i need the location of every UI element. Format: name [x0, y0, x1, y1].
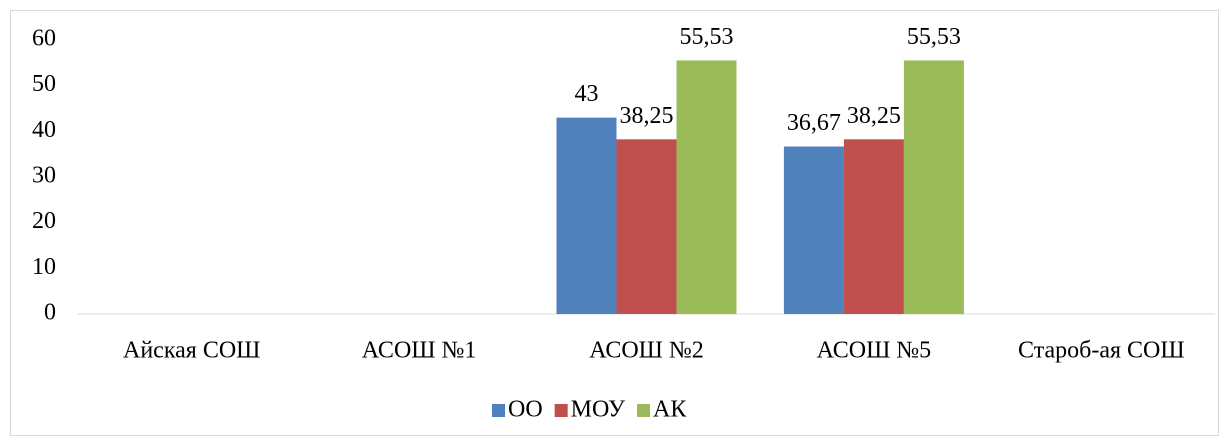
- bar: [616, 139, 677, 314]
- y-tick-label: 10: [32, 254, 56, 280]
- bar: [903, 60, 964, 315]
- legend-swatch: [492, 404, 505, 417]
- y-tick-label: 0: [44, 300, 56, 326]
- x-tick-label: АСОШ №5: [817, 338, 932, 364]
- y-tick-label: 60: [32, 26, 56, 52]
- data-label: 55,53: [907, 24, 961, 50]
- legend-label: МОУ: [571, 397, 625, 423]
- y-tick-label: 20: [32, 208, 56, 234]
- data-label: 38,25: [847, 103, 901, 129]
- data-label: 55,53: [680, 24, 734, 50]
- x-tick-label: АСОШ №2: [589, 338, 704, 364]
- data-label: 36,67: [787, 110, 841, 136]
- y-tick-label: 30: [32, 163, 56, 189]
- data-label: 43: [575, 81, 599, 107]
- bar: [843, 139, 904, 314]
- x-tick-label: Айская СОШ: [123, 338, 260, 364]
- x-tick-label: Староб-ая СОШ: [1018, 338, 1185, 364]
- bar: [783, 146, 844, 314]
- bar: [556, 117, 617, 314]
- legend-swatch: [637, 404, 650, 417]
- legend-label: ОО: [508, 397, 543, 423]
- y-tick-label: 40: [32, 117, 56, 143]
- y-tick-label: 50: [32, 71, 56, 97]
- x-tick-label: АСОШ №1: [362, 338, 477, 364]
- legend-label: АК: [653, 397, 687, 423]
- legend-swatch: [554, 404, 568, 417]
- bar: [676, 60, 737, 315]
- data-label: 38,25: [620, 103, 674, 129]
